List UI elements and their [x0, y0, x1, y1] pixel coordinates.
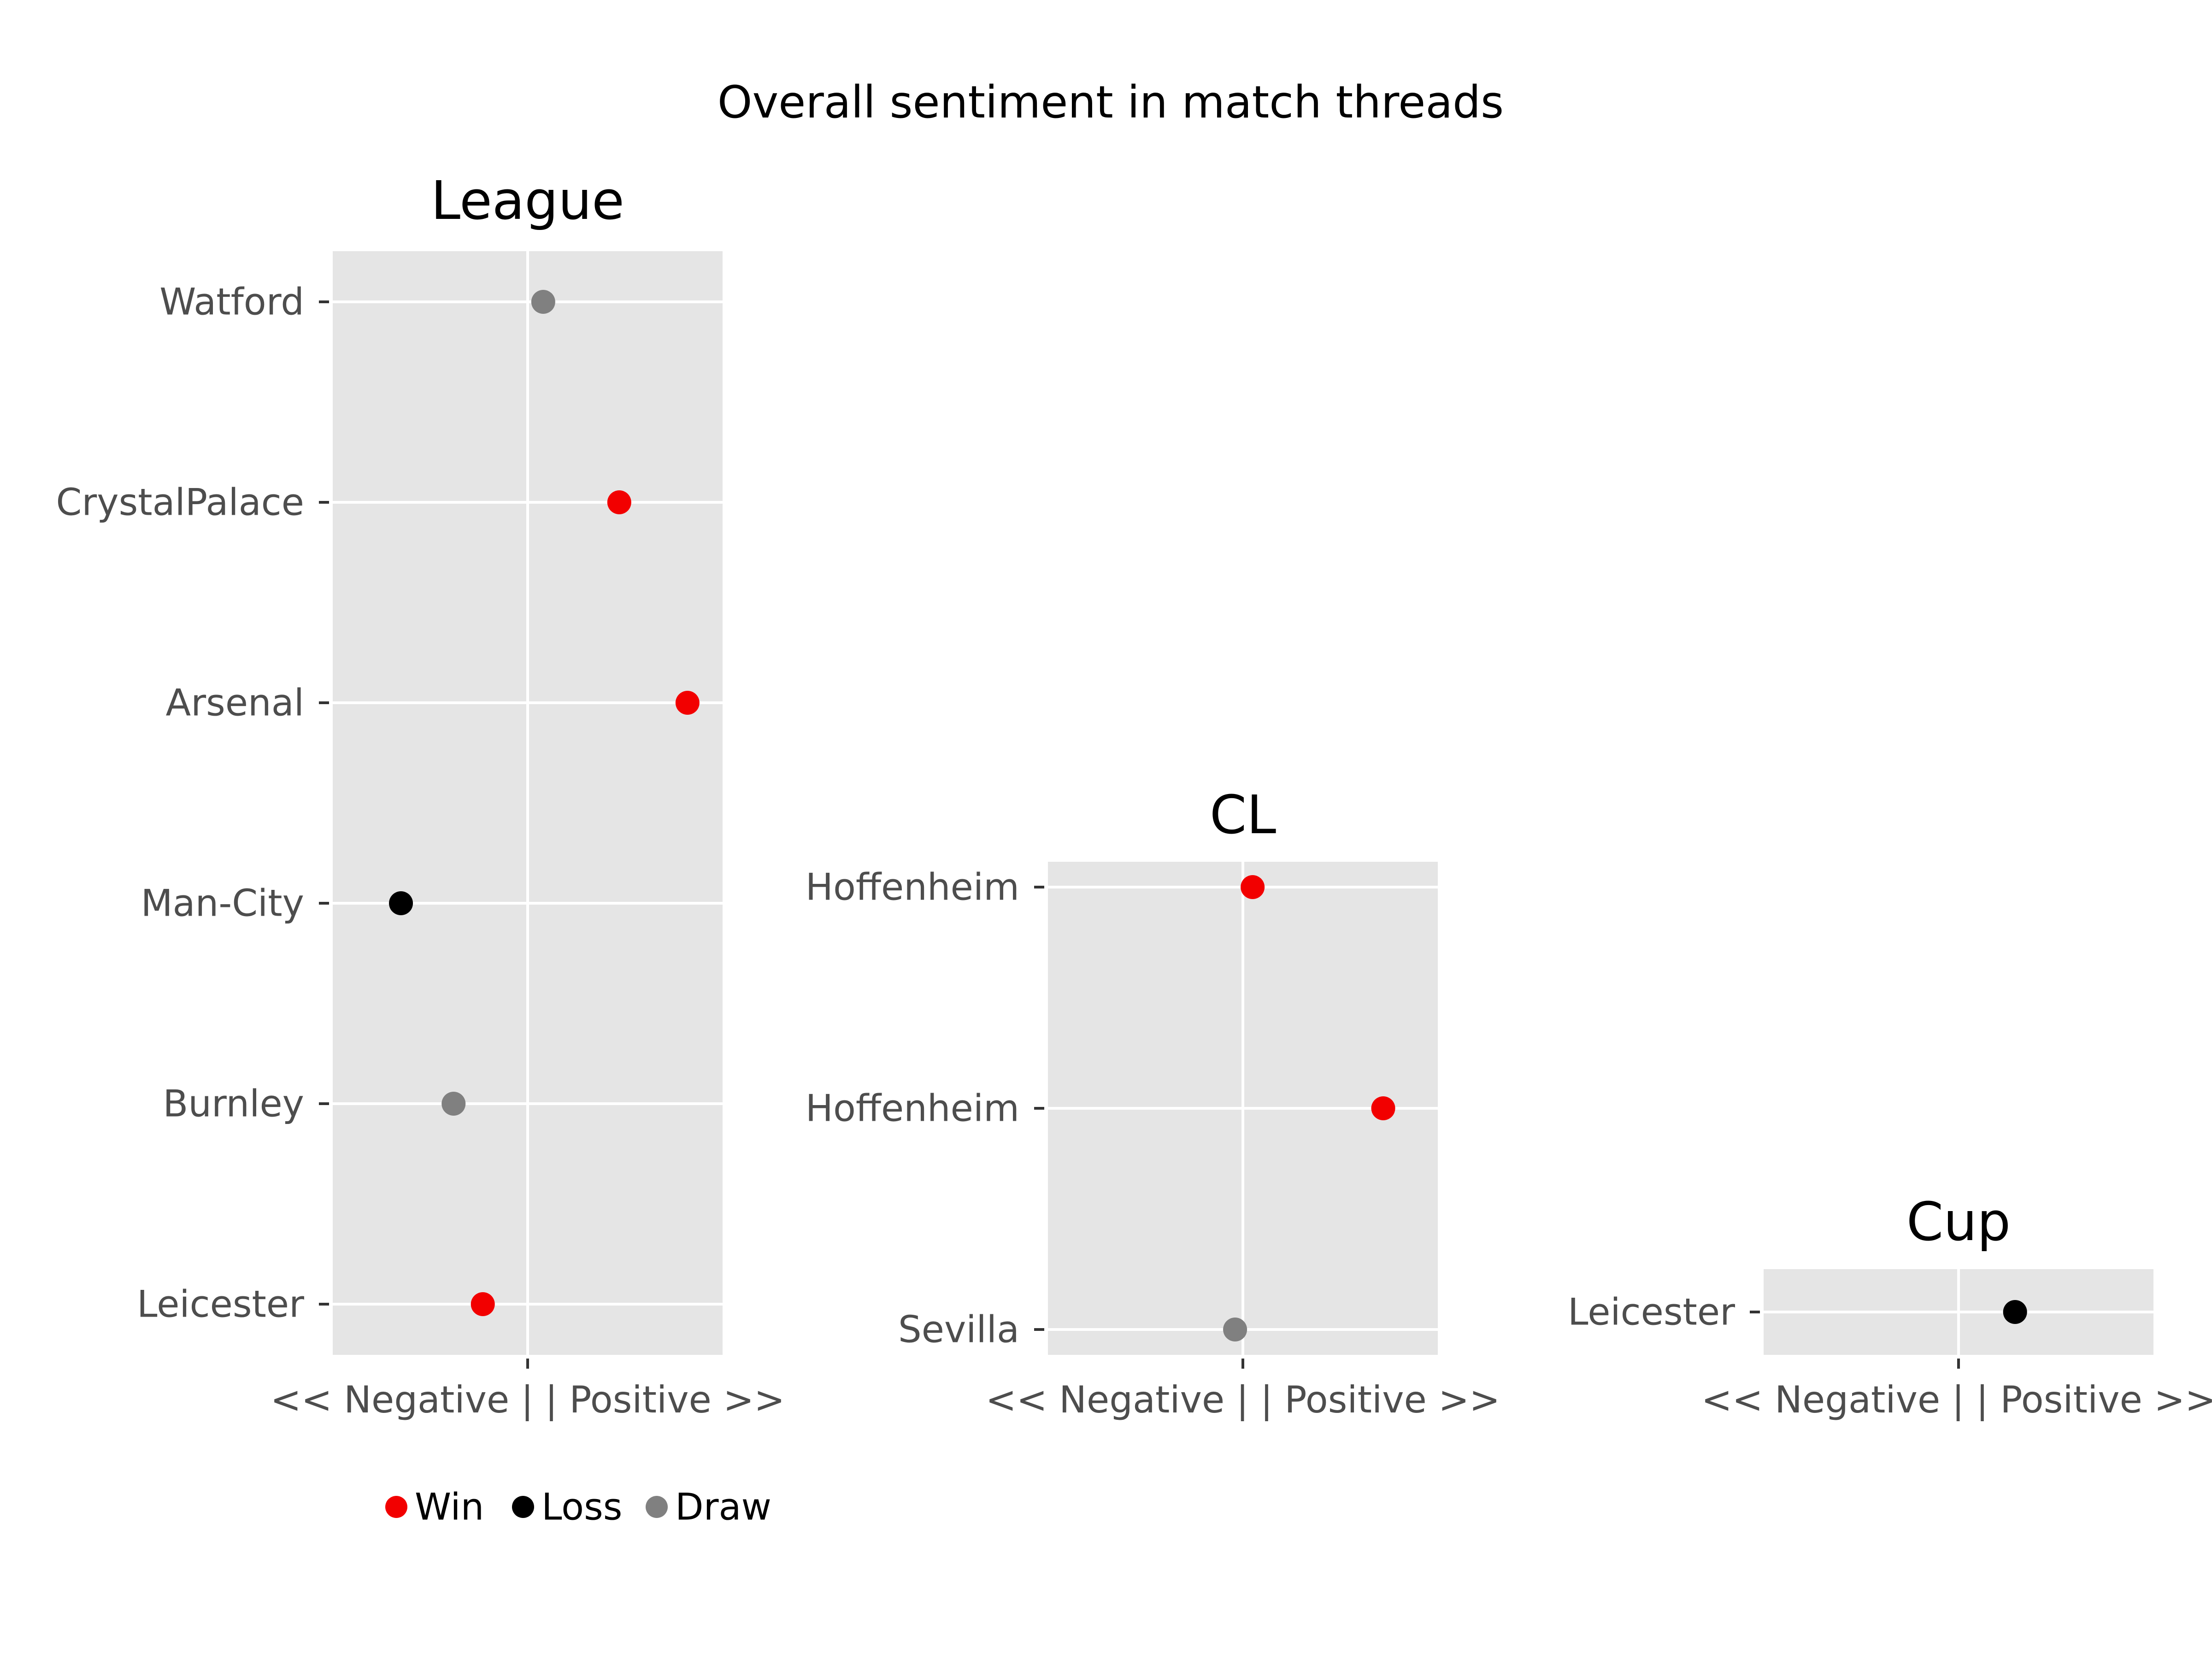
legend-label-draw: Draw [675, 1486, 771, 1529]
x-axis-label: << Negative | | Positive >> [1701, 1378, 2212, 1422]
point-league-leicester-5 [471, 1292, 495, 1316]
point-cl-hoffenheim-0 [1241, 875, 1265, 899]
x-axis-label: << Negative | | Positive >> [986, 1378, 1500, 1422]
y-tick-label-leicester: Leicester [1568, 1291, 1735, 1334]
y-tick-label-hoffenheim: Hoffenheim [806, 866, 1019, 909]
legend-label-win: Win [415, 1486, 484, 1529]
legend-marker-loss [512, 1496, 534, 1518]
point-cl-hoffenheim-1 [1371, 1096, 1395, 1120]
panel-cl: Hoffenheim Hoffenheim Sevilla CL << Negative… [806, 784, 1500, 1422]
facet-title-cup: Cup [1906, 1191, 2011, 1253]
y-tick-label-hoffenheim: Hoffenheim [806, 1087, 1019, 1130]
y-tick-label-leicester: Leicester [137, 1283, 304, 1326]
legend-label-loss: Loss [541, 1486, 622, 1529]
x-axis-label: << Negative | | Positive >> [271, 1378, 785, 1422]
panel-cup: Leicester Cup << Negative | | Positive >> [1568, 1191, 2212, 1422]
y-tick-label-sevilla: Sevilla [898, 1308, 1019, 1351]
point-league-watford-0 [531, 290, 555, 314]
facet-title-league: League [431, 170, 624, 232]
facet-title-cl: CL [1210, 784, 1276, 846]
y-tick-label-burnley: Burnley [163, 1082, 304, 1125]
legend-entry-draw: Draw [646, 1486, 771, 1529]
y-tick-label-man-city: Man-City [141, 882, 304, 925]
legend-marker-win [385, 1496, 407, 1518]
point-league-crystalpalace-1 [607, 490, 631, 514]
point-cup-leicester-0 [2003, 1300, 2027, 1324]
panel-league: Watford CrystalPalace Arsenal Man-City Burnl… [56, 170, 785, 1422]
y-tick-label-watford: Watford [159, 281, 304, 324]
point-cl-sevilla-2 [1223, 1318, 1247, 1341]
point-league-man-city-3 [389, 891, 413, 915]
legend-entry-loss: Loss [512, 1486, 622, 1529]
point-league-burnley-4 [441, 1092, 466, 1116]
y-tick-label-arsenal: Arsenal [166, 682, 304, 724]
chart-title: Overall sentiment in match threads [718, 76, 1504, 128]
point-league-arsenal-2 [675, 691, 700, 715]
legend-entry-win: Win [385, 1486, 484, 1529]
y-tick-label-crystalpalace: CrystalPalace [56, 481, 304, 524]
legend: Win Loss Draw [385, 1486, 771, 1529]
legend-marker-draw [646, 1496, 668, 1518]
facet-panels: Watford CrystalPalace Arsenal Man-City Burnl… [56, 170, 2212, 1422]
